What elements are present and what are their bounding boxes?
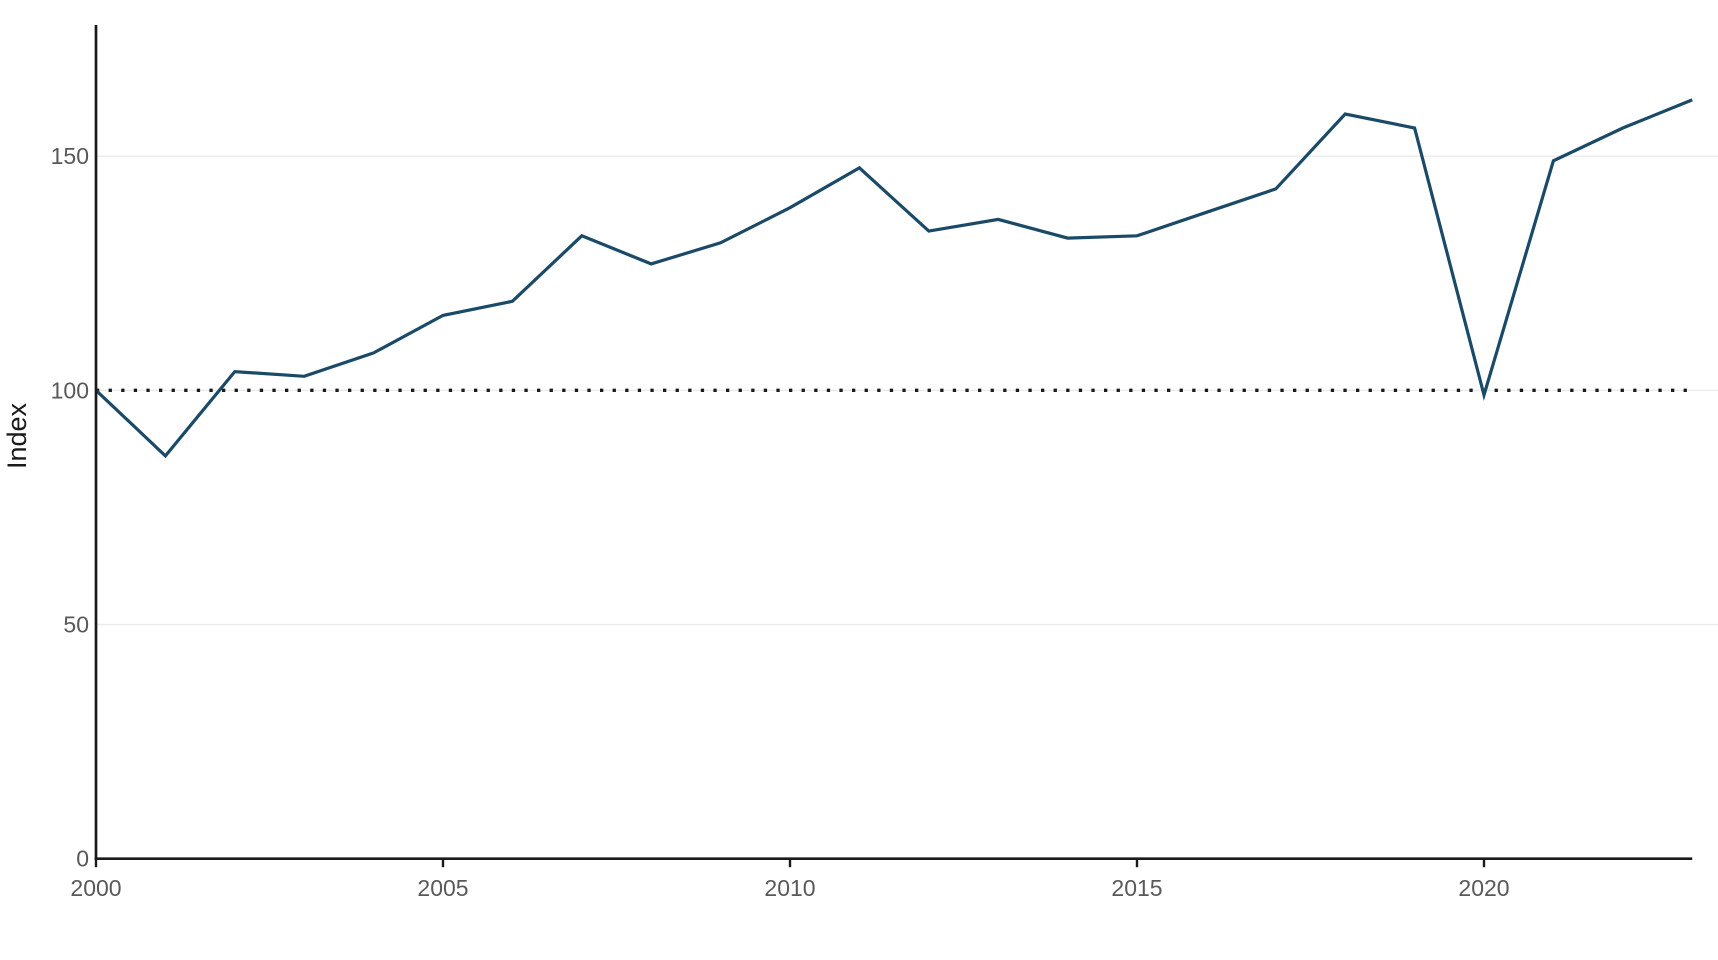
y-tick-label-150: 150 <box>51 143 89 169</box>
y-tick-label-0: 0 <box>76 846 89 872</box>
gridlines <box>96 155 1718 626</box>
x-tick-label-2000: 2000 <box>70 875 121 901</box>
y-axis-title: Index <box>2 402 32 469</box>
y-tick-label-100: 100 <box>51 377 89 403</box>
x-tick-label-2015: 2015 <box>1111 875 1162 901</box>
line-series <box>94 98 1693 459</box>
x-axis-ticks <box>94 858 1486 868</box>
x-tick-label-2005: 2005 <box>417 875 468 901</box>
axes <box>94 25 1693 861</box>
y-tick-label-50: 50 <box>63 612 89 638</box>
tick-labels: 2000 2005 2010 2015 2020 0 50 100 150 <box>51 143 1510 901</box>
data-line-index <box>94 98 1693 459</box>
x-tick-label-2010: 2010 <box>764 875 815 901</box>
x-tick-label-2020: 2020 <box>1458 875 1509 901</box>
